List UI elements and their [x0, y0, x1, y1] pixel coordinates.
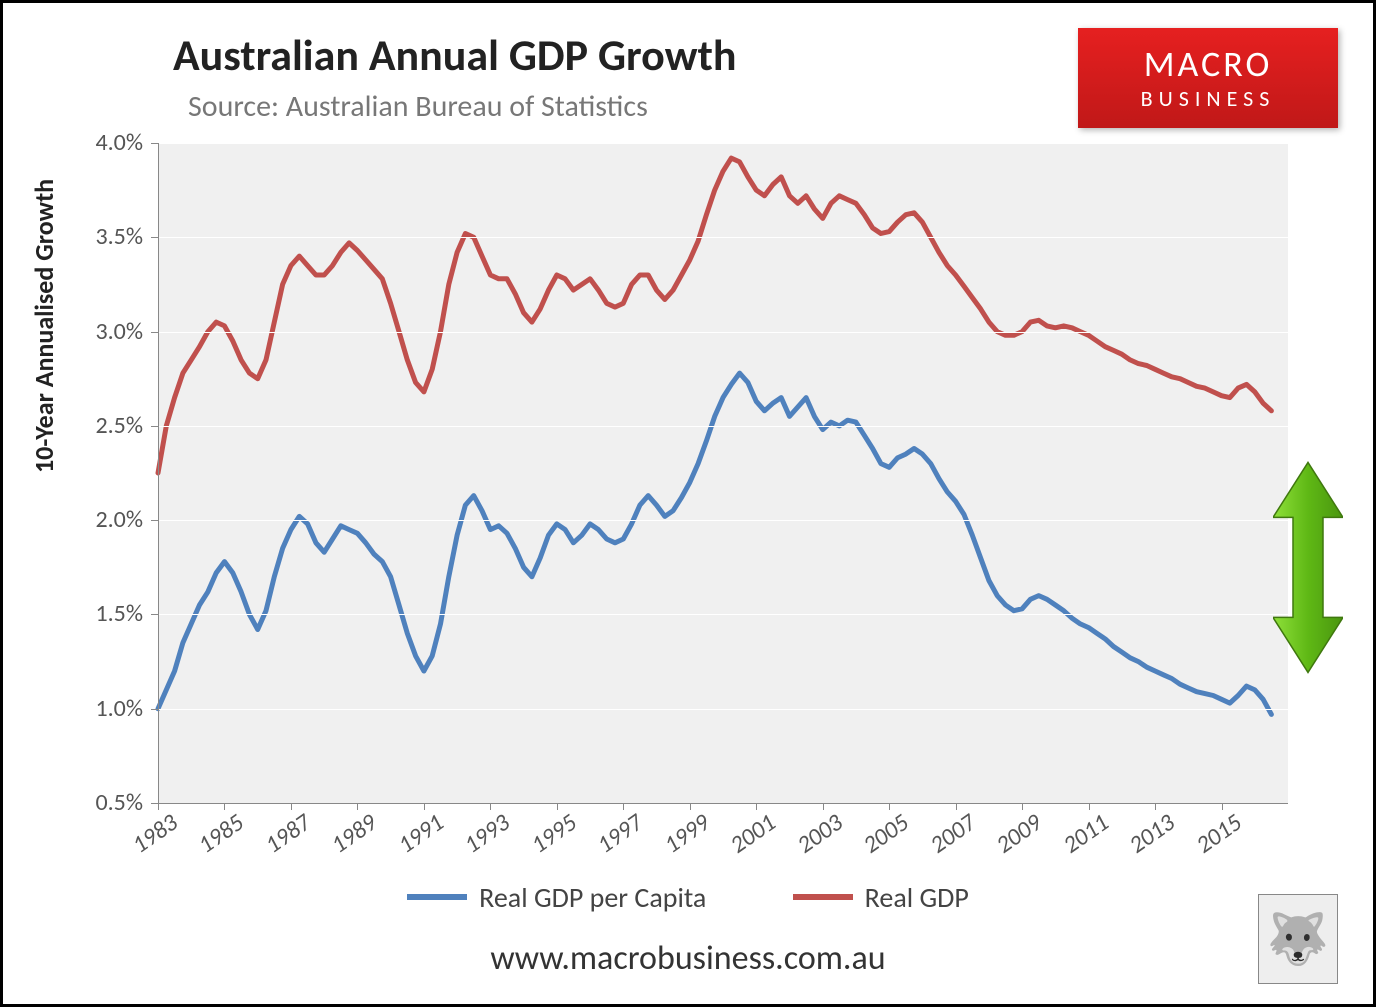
- x-tick-label: 1987: [260, 808, 316, 860]
- x-tick-mark: [756, 803, 757, 810]
- legend-item-real-gdp: Real GDP: [793, 880, 969, 915]
- y-tick-mark: [151, 143, 158, 144]
- x-tick-label: 2003: [792, 808, 848, 860]
- gridline: [158, 237, 1288, 238]
- x-tick-mark: [956, 803, 957, 810]
- x-tick-label: 1991: [393, 808, 449, 860]
- double-arrow-icon: [1273, 426, 1343, 709]
- x-tick-mark: [1022, 803, 1023, 810]
- gridline: [158, 332, 1288, 333]
- x-tick-label: 1993: [459, 808, 515, 860]
- y-axis-line: [158, 143, 159, 803]
- footer-url: www.macrobusiness.com.au: [3, 938, 1373, 979]
- x-tick-mark: [424, 803, 425, 810]
- wolf-icon: 🐺: [1258, 894, 1338, 984]
- y-tick-label: 3.0%: [73, 317, 143, 346]
- chart-title: Australian Annual GDP Growth: [173, 28, 736, 82]
- x-tick-mark: [557, 803, 558, 810]
- y-tick-mark: [151, 709, 158, 710]
- x-tick-label: 2005: [858, 808, 914, 860]
- x-tick-mark: [357, 803, 358, 810]
- y-tick-mark: [151, 237, 158, 238]
- legend: Real GDP per Capita Real GDP: [3, 873, 1373, 915]
- legend-item-per-capita: Real GDP per Capita: [407, 880, 706, 915]
- x-tick-mark: [889, 803, 890, 810]
- y-tick-mark: [151, 426, 158, 427]
- y-tick-label: 0.5%: [73, 788, 143, 817]
- logo-line1: MACRO: [1078, 46, 1338, 82]
- x-tick-label: 2011: [1057, 808, 1113, 860]
- gridline: [158, 614, 1288, 615]
- x-tick-mark: [1089, 803, 1090, 810]
- x-tick-label: 2009: [991, 808, 1047, 860]
- y-tick-mark: [151, 614, 158, 615]
- macrobusiness-logo: MACRO BUSINESS: [1078, 28, 1338, 128]
- y-axis-label: 10-Year Annualised Growth: [28, 179, 60, 473]
- x-tick-mark: [623, 803, 624, 810]
- x-tick-mark: [158, 803, 159, 810]
- x-tick-mark: [1222, 803, 1223, 810]
- y-tick-label: 3.5%: [73, 222, 143, 251]
- x-tick-label: 1999: [659, 808, 715, 860]
- series-line: [158, 373, 1271, 714]
- y-tick-label: 1.0%: [73, 694, 143, 723]
- x-tick-label: 1985: [193, 808, 249, 860]
- y-tick-mark: [151, 803, 158, 804]
- chart-container: Australian Annual GDP Growth Source: Aus…: [0, 0, 1376, 1007]
- x-tick-label: 2007: [924, 808, 980, 860]
- legend-label-per-capita: Real GDP per Capita: [479, 880, 706, 915]
- chart-svg: [158, 143, 1288, 803]
- x-tick-label: 2015: [1190, 808, 1246, 860]
- y-tick-mark: [151, 332, 158, 333]
- y-tick-label: 1.5%: [73, 599, 143, 628]
- legend-swatch-per-capita: [407, 894, 467, 900]
- x-tick-label: 1989: [326, 808, 382, 860]
- y-tick-label: 4.0%: [73, 128, 143, 157]
- y-tick-label: 2.0%: [73, 505, 143, 534]
- x-tick-label: 1995: [526, 808, 582, 860]
- legend-swatch-real-gdp: [793, 894, 853, 900]
- x-tick-label: 2013: [1124, 808, 1180, 860]
- x-tick-mark: [1155, 803, 1156, 810]
- chart-source: Source: Australian Bureau of Statistics: [188, 88, 648, 125]
- x-axis-line: [158, 803, 1288, 804]
- x-tick-mark: [823, 803, 824, 810]
- gridline: [158, 520, 1288, 521]
- y-tick-label: 2.5%: [73, 411, 143, 440]
- plot-area: [158, 143, 1288, 803]
- gridline: [158, 143, 1288, 144]
- x-tick-label: 2001: [725, 808, 781, 860]
- x-tick-mark: [291, 803, 292, 810]
- gridline: [158, 426, 1288, 427]
- legend-label-real-gdp: Real GDP: [865, 880, 969, 915]
- x-tick-label: 1997: [592, 808, 648, 860]
- x-tick-mark: [224, 803, 225, 810]
- y-tick-mark: [151, 520, 158, 521]
- gridline: [158, 709, 1288, 710]
- x-tick-mark: [690, 803, 691, 810]
- x-tick-mark: [490, 803, 491, 810]
- logo-line2: BUSINESS: [1078, 88, 1338, 110]
